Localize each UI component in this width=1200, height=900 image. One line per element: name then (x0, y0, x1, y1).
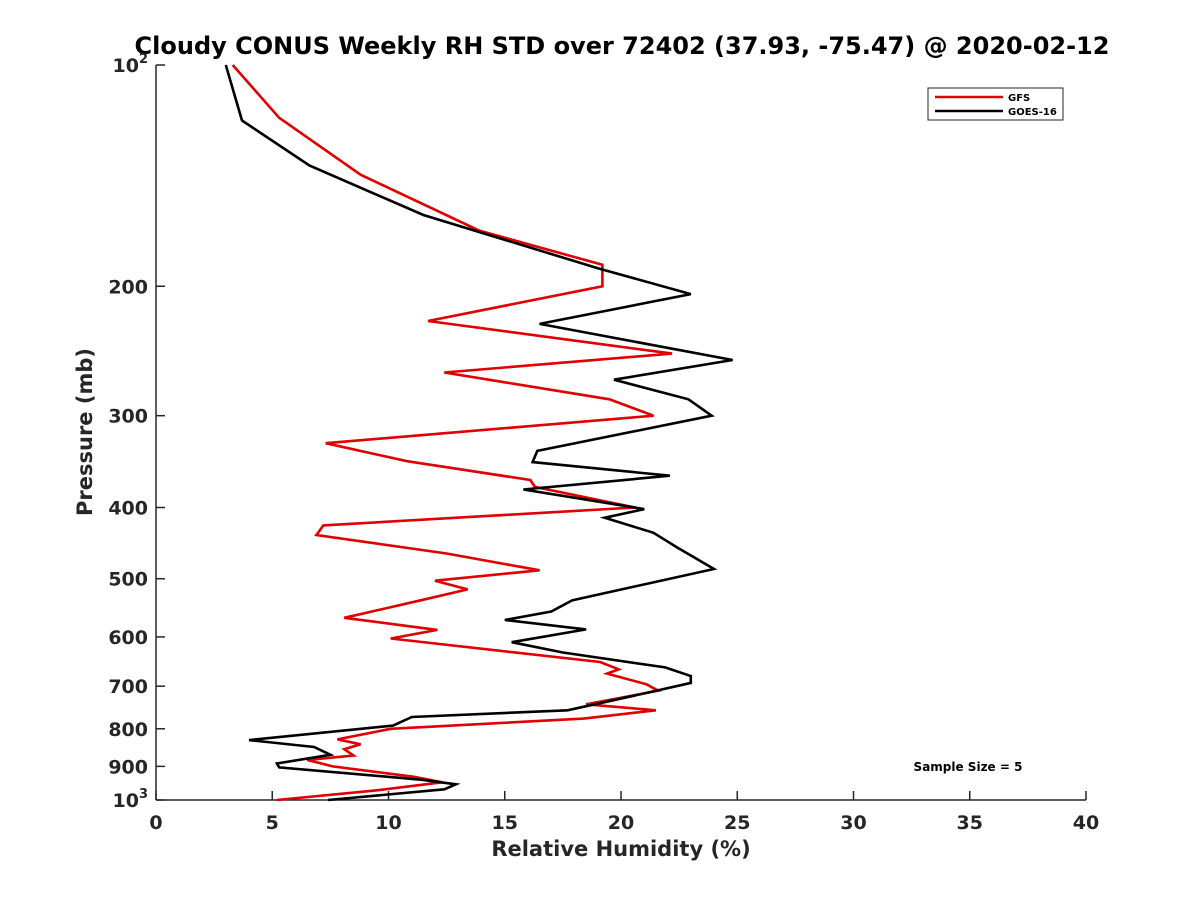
x-tick-label: 35 (957, 812, 983, 834)
y-tick-label: 800 (108, 719, 148, 741)
series-line-gfs (231, 64, 673, 802)
y-tick-label: 600 (108, 627, 148, 649)
y-tick-label: 102 (113, 52, 149, 77)
x-tick-label: 10 (375, 812, 401, 834)
x-tick-label: 0 (149, 812, 162, 834)
chart-title: Cloudy CONUS Weekly RH STD over 72402 (3… (135, 32, 1110, 60)
series-line-goes16 (224, 64, 733, 802)
legend-label-gfs: GFS (1008, 93, 1030, 104)
x-tick-label: 30 (840, 812, 866, 834)
y-tick-label: 700 (108, 676, 148, 698)
y-ticks: 102 200 300 400 500 600 700 800 900 103 (108, 52, 165, 812)
y-tick-label: 200 (108, 276, 148, 298)
legend: GFS GOES-16 (927, 87, 1064, 121)
x-tick-label: 5 (266, 812, 279, 834)
x-tick-label: 20 (608, 812, 634, 834)
legend-box (927, 87, 1064, 121)
y-axis-label: Pressure (mb) (73, 348, 97, 516)
y-tick-label: 103 (113, 787, 149, 812)
legend-label-goes16: GOES-16 (1008, 107, 1057, 118)
x-ticks: 0 5 10 15 20 25 30 35 40 (149, 791, 1099, 834)
y-tick-label: 900 (108, 756, 148, 778)
series-layer (224, 64, 733, 802)
x-tick-label: 25 (724, 812, 750, 834)
sample-size-annotation: Sample Size = 5 (914, 760, 1023, 774)
y-tick-label: 300 (108, 406, 148, 428)
x-axis-label: Relative Humidity (%) (491, 837, 750, 861)
x-tick-label: 15 (492, 812, 518, 834)
x-tick-label: 40 (1073, 812, 1099, 834)
y-tick-label: 400 (108, 498, 148, 520)
y-tick-label: 500 (108, 569, 148, 591)
